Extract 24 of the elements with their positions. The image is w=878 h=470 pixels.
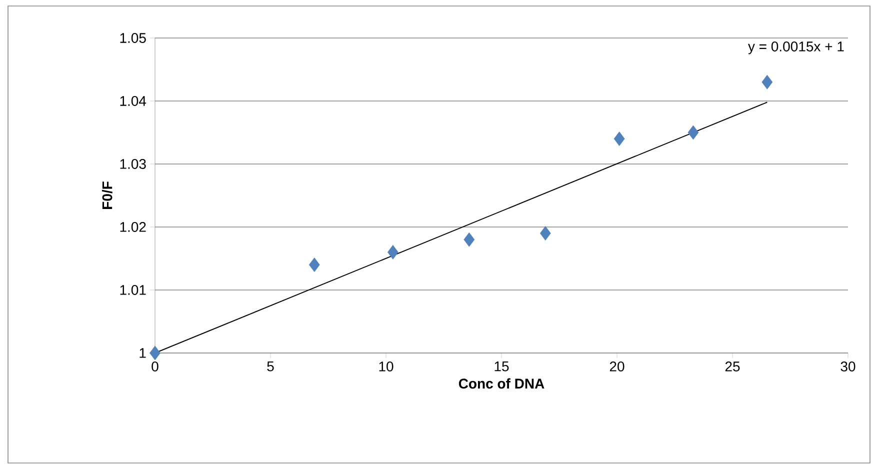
- point: [150, 346, 160, 360]
- x-tick-label: 5: [267, 362, 274, 372]
- x-tick-label: 25: [725, 362, 740, 372]
- point: [688, 125, 699, 140]
- point: [387, 244, 398, 260]
- x-tick-label: 15: [494, 362, 509, 372]
- x-tick-label: 20: [610, 362, 624, 372]
- y-tick-label: 1.01: [120, 285, 146, 295]
- point: [762, 74, 773, 90]
- y-tick-label: 1.02: [120, 222, 146, 232]
- point: [308, 258, 320, 272]
- x-tick-label: 0: [152, 362, 158, 372]
- point: [464, 232, 475, 247]
- point: [614, 132, 625, 146]
- x-tick-label: 30: [840, 362, 856, 372]
- annotation: y = 0.0015x + 1: [748, 42, 844, 54]
- point: [540, 226, 551, 240]
- y-tick-label: 1: [140, 348, 146, 358]
- y-tick-label: 1.04: [120, 96, 146, 106]
- x-axis-title: Conc of DNA: [458, 378, 544, 389]
- x-tick-label: 10: [379, 362, 394, 372]
- y-tick-label: 1.03: [120, 159, 146, 169]
- y-tick-label: 1.05: [120, 33, 146, 43]
- y-axis-title: F0/F: [102, 182, 112, 209]
